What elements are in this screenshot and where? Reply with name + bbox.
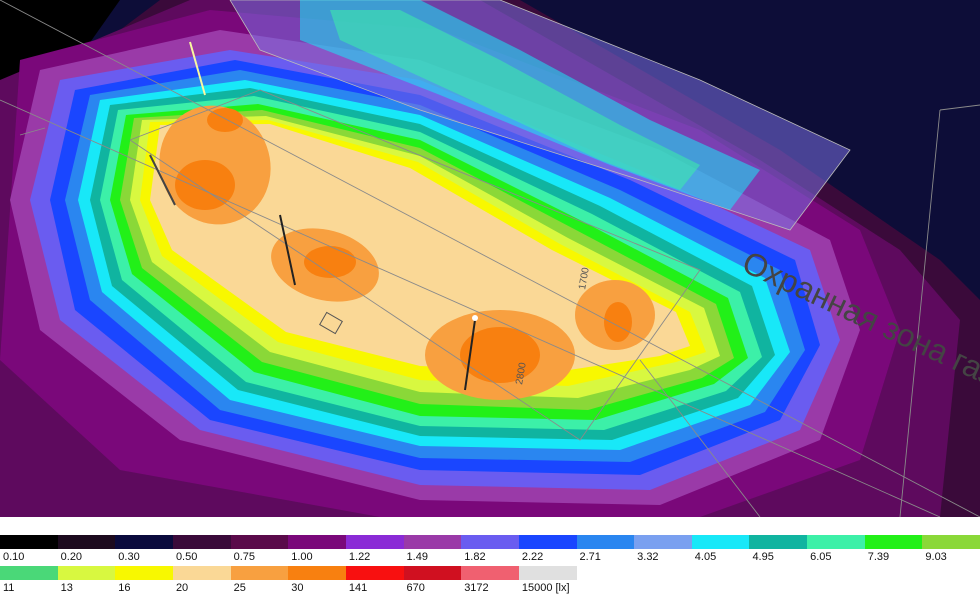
legend-swatch [864,535,923,549]
legend-swatch [115,566,174,580]
legend-swatch [691,535,750,549]
contour-band-30-spot-1 [175,160,235,210]
legend-label: 9.03 [925,551,947,563]
legend-label: 15000 [lx] [521,582,570,594]
legend-label: 2.71 [579,551,601,563]
legend-swatch [403,535,462,549]
legend-swatch [922,535,980,549]
building-wireframe [0,0,980,517]
legend-swatch [403,566,462,580]
legend-label: 7.39 [867,551,890,563]
contour-band-30-spot-3 [460,327,540,383]
legend-label: 0.10 [3,551,25,563]
legend-swatch [518,566,577,580]
legend-label: 13 [60,582,73,594]
legend-label: 6.05 [810,551,832,563]
legend-swatch [230,535,289,549]
legend-label: 0.20 [60,551,83,563]
legend-swatch [345,535,404,549]
dimension-label-1: 1700 [577,266,592,290]
legend-label: 25 [233,582,246,594]
legend-swatch [172,566,231,580]
legend-label: 1.22 [348,551,371,563]
legend-swatch [288,566,347,580]
illuminance-legend: 0.10 0.20 0.30 0.50 0.75 1.00 1.22 1.49 1.82 2.22… [0,535,980,603]
legend-swatch [57,566,116,580]
legend-swatch [288,535,347,549]
legend-swatch [807,535,866,549]
legend-swatch [0,535,58,549]
legend-swatch [461,535,520,549]
legend-label: 3172 [464,582,489,594]
legend-label: 670 [406,582,425,594]
legend-label: 16 [118,582,131,594]
legend-label: 1.00 [291,551,313,563]
legend-swatch [749,535,808,549]
legend-swatch [461,566,520,580]
luminaire-head [472,315,478,321]
isolux-render-view: Охранная зона газопровода 1700 2800 [0,0,980,517]
legend-label: 0.30 [118,551,140,563]
legend-label: 2.22 [521,551,544,563]
legend-swatch [57,535,116,549]
contour-band-30-spot-4 [604,302,632,342]
legend-label: 1.49 [406,551,428,563]
legend-label: 0.50 [175,551,198,563]
legend-label: 3.32 [637,551,659,563]
legend-swatch [345,566,404,580]
mast-symbol [319,311,343,335]
legend-label: 1.82 [464,551,486,563]
legend-label: 4.05 [694,551,717,563]
legend-swatch [0,566,58,580]
legend-label: 20 [175,582,189,594]
legend-swatch [115,535,174,549]
contour-band-30-spot-2 [304,246,356,278]
legend-swatch [518,535,577,549]
legend-label: 4.95 [752,551,774,563]
legend-label: 141 [348,582,368,594]
dimension-label-2: 2800 [514,361,529,385]
legend-label: 0.75 [233,551,256,563]
legend-label: 30 [291,582,304,594]
legend-swatch [172,535,231,549]
legend-swatch [634,535,693,549]
luminaire-poles [149,41,476,391]
contour-band-20 [150,124,690,372]
legend-swatch [576,535,635,549]
gas-pipeline-zone-green-band [330,10,700,190]
legend-label: 11 [3,582,15,594]
legend-swatch [230,566,289,580]
isolux-contour-map: Охранная зона газопровода 1700 2800 [0,0,980,517]
